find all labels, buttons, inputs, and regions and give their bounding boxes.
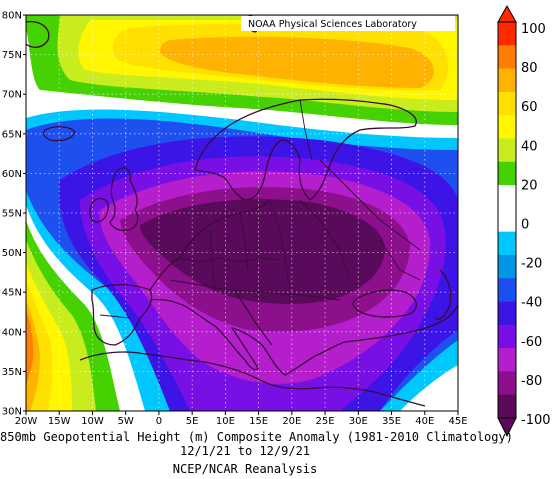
x-tick-label: 5E (186, 416, 199, 427)
colorbar-segment (498, 371, 516, 396)
x-tick-label: 10W (81, 416, 104, 427)
y-tick-label: 40N (2, 327, 22, 338)
x-tick-label: 10E (216, 416, 235, 427)
colorbar-frame (497, 21, 517, 419)
colorbar-segment (498, 45, 516, 69)
x-tick-label: 20W (15, 416, 38, 427)
x-tick-label: 15W (48, 416, 71, 427)
colorbar-label: -60 (521, 335, 542, 350)
colorbar-segment (498, 161, 516, 186)
colorbar-segment (498, 68, 516, 93)
colorbar: 100 80 60 40 20 0 -20 -40 -60 -80 -100 (497, 4, 551, 438)
colorbar-label: -40 (521, 296, 542, 311)
colorbar-segment (498, 278, 516, 302)
y-tick-label: 70N (2, 90, 22, 101)
colorbar-label: -100 (521, 413, 551, 428)
colorbar-segment (498, 254, 516, 279)
credit-box (241, 16, 455, 31)
x-tick-label: 15E (249, 416, 268, 427)
y-tick-label: 80N (2, 11, 22, 22)
caption-title: 850mb Geopotential Height (m) Composite … (0, 430, 513, 444)
x-tick-label: 35E (382, 416, 401, 427)
y-tick-label: 30N (2, 407, 22, 418)
borders (99, 99, 421, 319)
colorbar-segment (498, 91, 516, 116)
colorbar-label: 0 (521, 218, 529, 233)
y-tick-label: 35N (2, 367, 22, 378)
x-tick-label: 40E (415, 416, 434, 427)
x-tick-label: 45E (448, 416, 467, 427)
credit-text: NOAA Physical Sciences Laboratory (248, 19, 417, 30)
y-tick-label: 60N (2, 169, 22, 180)
x-tick-label: 20E (282, 416, 301, 427)
caption-dataset: NCEP/NCAR Reanalysis (172, 462, 318, 476)
y-tick-label: 65N (2, 129, 22, 140)
colorbar-segment (498, 185, 516, 209)
coastlines (26, 15, 458, 407)
x-tick-label: 25E (316, 416, 335, 427)
colorbar-segment (498, 324, 516, 349)
colorbar-label: 60 (521, 100, 538, 115)
colorbar-label: 40 (521, 139, 538, 154)
colorbar-segment (498, 231, 516, 256)
colorbar-label: -20 (521, 257, 542, 272)
colorbar-segment (498, 138, 516, 163)
x-axis-ticks: 20W 15W 10W 5W 0 5E 10E 15E 20E 25E 30E 35E 40E 45E (15, 411, 468, 427)
y-axis-ticks: 30N 35N 40N 45N 50N 55N 60N 65N 70N 75N 80N (2, 11, 26, 418)
colorbar-segment (498, 22, 516, 46)
x-tick-label: 5W (118, 416, 134, 427)
colorbar-label: 20 (521, 178, 538, 193)
colorbar-segment (498, 115, 516, 139)
graticule (26, 15, 458, 411)
colorbar-label: 80 (521, 61, 538, 76)
colorbar-label: 100 (521, 22, 546, 37)
colorbar-segment (498, 348, 516, 372)
y-tick-label: 50N (2, 248, 22, 259)
colorbar-segment (498, 394, 516, 419)
x-tick-label: 0 (156, 416, 162, 427)
colorbar-top-arrow (497, 4, 517, 23)
colorbar-segment (498, 208, 516, 232)
x-tick-label: 30E (349, 416, 368, 427)
anomaly-field (26, 15, 458, 411)
caption-dates: 12/1/21 to 12/9/21 (179, 444, 311, 458)
colorbar-segment (498, 301, 516, 326)
y-tick-label: 55N (2, 209, 22, 220)
y-tick-label: 45N (2, 288, 22, 299)
colorbar-label: -80 (521, 374, 542, 389)
y-tick-label: 75N (2, 50, 22, 61)
